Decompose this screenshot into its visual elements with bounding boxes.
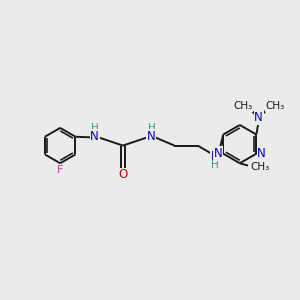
Text: H: H (211, 160, 219, 170)
Text: N: N (90, 130, 99, 143)
Text: CH₃: CH₃ (265, 101, 285, 111)
Text: H: H (91, 123, 99, 133)
Text: N: N (214, 147, 222, 160)
Text: CH₃: CH₃ (233, 101, 252, 111)
Text: N: N (147, 130, 156, 143)
Text: N: N (210, 150, 219, 163)
Text: N: N (254, 111, 263, 124)
Text: F: F (57, 165, 63, 175)
Text: O: O (118, 168, 128, 181)
Text: N: N (257, 147, 266, 160)
Text: CH₃: CH₃ (250, 162, 269, 172)
Text: H: H (148, 123, 155, 133)
